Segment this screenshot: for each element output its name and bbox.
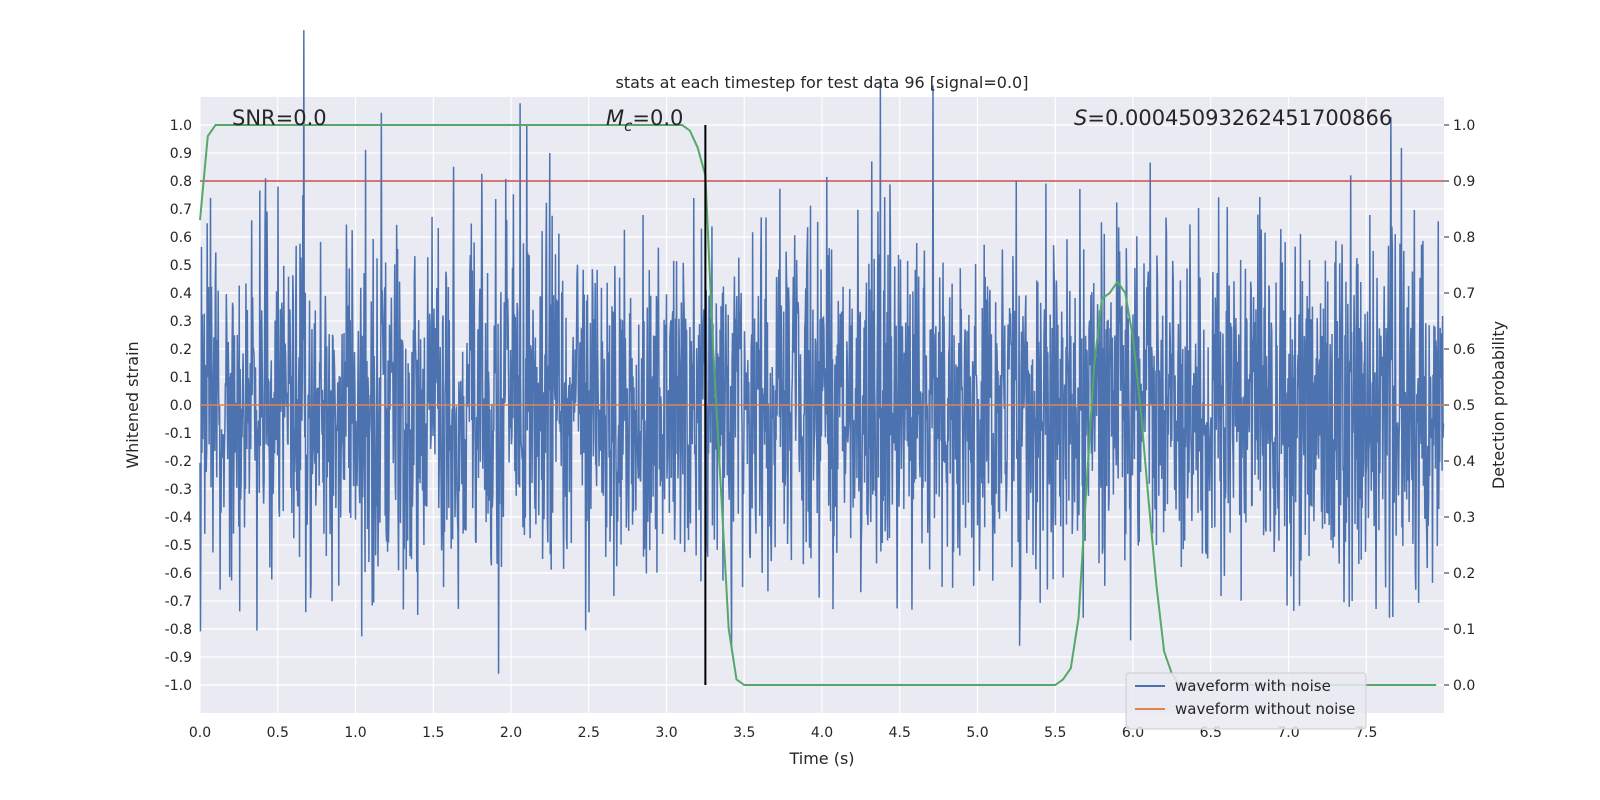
x-tick-label: 0.5 xyxy=(267,725,289,741)
legend-label-waveform-without-noise: waveform without noise xyxy=(1175,700,1355,718)
y-right-tick-label: 0.0 xyxy=(1453,678,1475,694)
x-tick-label: 3.0 xyxy=(655,725,677,741)
y-tick-label: -0.2 xyxy=(165,454,192,470)
y-right-tick-label: 0.5 xyxy=(1453,398,1475,414)
series-layer xyxy=(199,124,1444,686)
y-tick-label: -0.9 xyxy=(165,650,192,666)
y-tick-label: 0.2 xyxy=(170,342,192,358)
y-right-tick-label: 0.6 xyxy=(1453,342,1475,358)
y-tick-label: 0.6 xyxy=(170,230,192,246)
annotation-chirp-mass: Mc=0.0 xyxy=(606,106,683,135)
noise-waveform-path xyxy=(199,30,1445,674)
annotation-snr: SNR=0.0 xyxy=(232,106,327,130)
x-tick-label: 4.0 xyxy=(811,725,833,741)
y-axis-label: Whitened strain xyxy=(123,341,142,468)
x-tick-label: 0.0 xyxy=(189,725,211,741)
legend: waveform with noise waveform without noi… xyxy=(1125,672,1367,730)
y-tick-label: 0.0 xyxy=(170,398,192,414)
mc-symbol: M xyxy=(606,106,624,130)
y-tick-label: 0.3 xyxy=(170,314,192,330)
x-tick-label: 1.5 xyxy=(422,725,444,741)
y-tick-label: -0.1 xyxy=(165,426,192,442)
x-tick-label: 3.5 xyxy=(733,725,755,741)
y-tick-label: -1.0 xyxy=(165,678,192,694)
s-value: =0.00045093262451700866 xyxy=(1087,106,1392,130)
y-tick-label: 1.0 xyxy=(170,118,192,134)
y-tick-label: -0.8 xyxy=(165,622,192,638)
x-tick-label: 2.5 xyxy=(578,725,600,741)
y-right-tick-label: 0.1 xyxy=(1453,622,1475,638)
x-tick-label: 1.0 xyxy=(344,725,366,741)
y-tick-label: 0.9 xyxy=(170,146,192,162)
noise-series-waveform-with-noise xyxy=(199,30,1445,674)
y-right-tick-label: 1.0 xyxy=(1453,118,1475,134)
x-axis-label: Time (s) xyxy=(788,749,854,768)
y-right-tick-label: 0.4 xyxy=(1453,454,1475,470)
y-tick-label: -0.5 xyxy=(165,538,192,554)
y-tick-label: -0.3 xyxy=(165,482,192,498)
y-tick-label: -0.7 xyxy=(165,594,192,610)
y-tick-label: -0.6 xyxy=(165,566,192,582)
y-right-tick-label: 0.9 xyxy=(1453,174,1475,190)
annotation-score: S=0.00045093262451700866 xyxy=(1074,106,1392,130)
x-tick-label: 2.0 xyxy=(500,725,522,741)
legend-label-waveform-with-noise: waveform with noise xyxy=(1175,677,1331,695)
y-tick-label: 0.8 xyxy=(170,174,192,190)
y-right-tick-label: 0.8 xyxy=(1453,230,1475,246)
chart-title: stats at each timestep for test data 96 … xyxy=(616,73,1029,92)
x-tick-label: 4.5 xyxy=(889,725,911,741)
detection-probability-line xyxy=(199,124,1437,686)
s-symbol: S xyxy=(1074,106,1087,130)
y-tick-label: 0.7 xyxy=(170,202,192,218)
y-tick-label: 0.5 xyxy=(170,258,192,274)
y-right-tick-label: 0.7 xyxy=(1453,286,1475,302)
mc-value: =0.0 xyxy=(632,106,683,130)
y-tick-label: -0.4 xyxy=(165,510,192,526)
y-right-tick-label: 0.2 xyxy=(1453,566,1475,582)
legend-box xyxy=(1125,672,1367,730)
x-tick-label: 5.0 xyxy=(966,725,988,741)
axes: 0.0 0.5 1.0 1.5 2.0 2.5 3.0 3.5 4.0 4.5 5.0 5.5 6.0 6… xyxy=(165,118,1476,741)
x-tick-label: 5.5 xyxy=(1044,725,1066,741)
y-tick-label: 0.1 xyxy=(170,370,192,386)
y-tick-label: 0.4 xyxy=(170,286,192,302)
mc-subscript: c xyxy=(624,117,633,135)
y-axis-right-label: Detection probability xyxy=(1489,321,1508,489)
y-right-tick-label: 0.3 xyxy=(1453,510,1475,526)
